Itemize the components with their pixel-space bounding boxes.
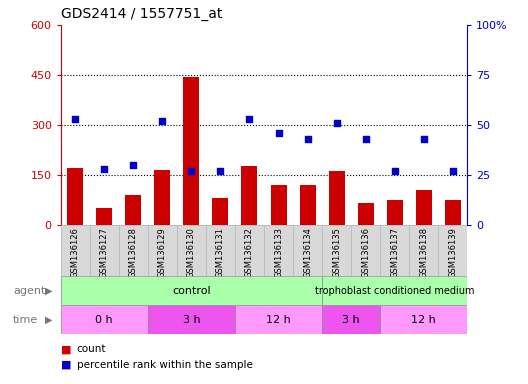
- Text: GSM136135: GSM136135: [332, 227, 341, 278]
- Text: 3 h: 3 h: [342, 314, 360, 325]
- Bar: [241, 166, 258, 225]
- Text: GSM136134: GSM136134: [303, 227, 312, 278]
- Text: percentile rank within the sample: percentile rank within the sample: [77, 360, 252, 370]
- Point: [187, 168, 196, 174]
- Text: GDS2414 / 1557751_at: GDS2414 / 1557751_at: [61, 7, 222, 21]
- Text: count: count: [77, 344, 106, 354]
- Text: GSM136138: GSM136138: [419, 227, 428, 278]
- Text: 3 h: 3 h: [183, 314, 200, 325]
- Bar: [61, 276, 322, 305]
- Text: control: control: [172, 286, 211, 296]
- Bar: [67, 168, 83, 225]
- Text: GSM136136: GSM136136: [361, 227, 370, 278]
- Text: GSM136139: GSM136139: [448, 227, 457, 278]
- Bar: [380, 305, 467, 334]
- Point: [303, 136, 312, 142]
- Bar: [96, 208, 112, 225]
- Text: ▶: ▶: [45, 314, 53, 325]
- Bar: [270, 185, 287, 225]
- Text: trophoblast conditioned medium: trophoblast conditioned medium: [315, 286, 475, 296]
- Bar: [61, 305, 148, 334]
- Bar: [148, 305, 235, 334]
- Text: GSM136133: GSM136133: [274, 227, 283, 278]
- Text: ■: ■: [61, 360, 71, 370]
- Point: [216, 168, 225, 174]
- Text: time: time: [13, 314, 39, 325]
- Bar: [416, 190, 432, 225]
- Bar: [322, 305, 380, 334]
- Point: [333, 120, 341, 126]
- Text: GSM136128: GSM136128: [129, 227, 138, 278]
- Point: [100, 166, 109, 172]
- Point: [275, 130, 283, 136]
- Point: [245, 116, 254, 122]
- Text: agent: agent: [13, 286, 45, 296]
- Text: GSM136132: GSM136132: [245, 227, 254, 278]
- Bar: [322, 276, 467, 305]
- Point: [361, 136, 370, 142]
- Bar: [154, 170, 171, 225]
- Text: GSM136130: GSM136130: [187, 227, 196, 278]
- Point: [129, 162, 138, 168]
- Point: [449, 168, 457, 174]
- Bar: [235, 305, 322, 334]
- Text: GSM136137: GSM136137: [390, 227, 399, 278]
- Text: ▶: ▶: [45, 286, 53, 296]
- Text: 12 h: 12 h: [411, 314, 436, 325]
- Text: GSM136126: GSM136126: [71, 227, 80, 278]
- Point: [391, 168, 399, 174]
- Text: 12 h: 12 h: [266, 314, 291, 325]
- Bar: [183, 76, 200, 225]
- Bar: [357, 203, 374, 225]
- Bar: [386, 200, 403, 225]
- Bar: [299, 185, 316, 225]
- Bar: [445, 200, 461, 225]
- Bar: [125, 195, 142, 225]
- Text: GSM136131: GSM136131: [216, 227, 225, 278]
- Point: [71, 116, 80, 122]
- Bar: [328, 171, 345, 225]
- Bar: [212, 198, 229, 225]
- Point: [420, 136, 428, 142]
- Text: 0 h: 0 h: [96, 314, 113, 325]
- Text: GSM136129: GSM136129: [158, 227, 167, 278]
- Point: [158, 118, 167, 124]
- Text: GSM136127: GSM136127: [100, 227, 109, 278]
- Text: ■: ■: [61, 344, 71, 354]
